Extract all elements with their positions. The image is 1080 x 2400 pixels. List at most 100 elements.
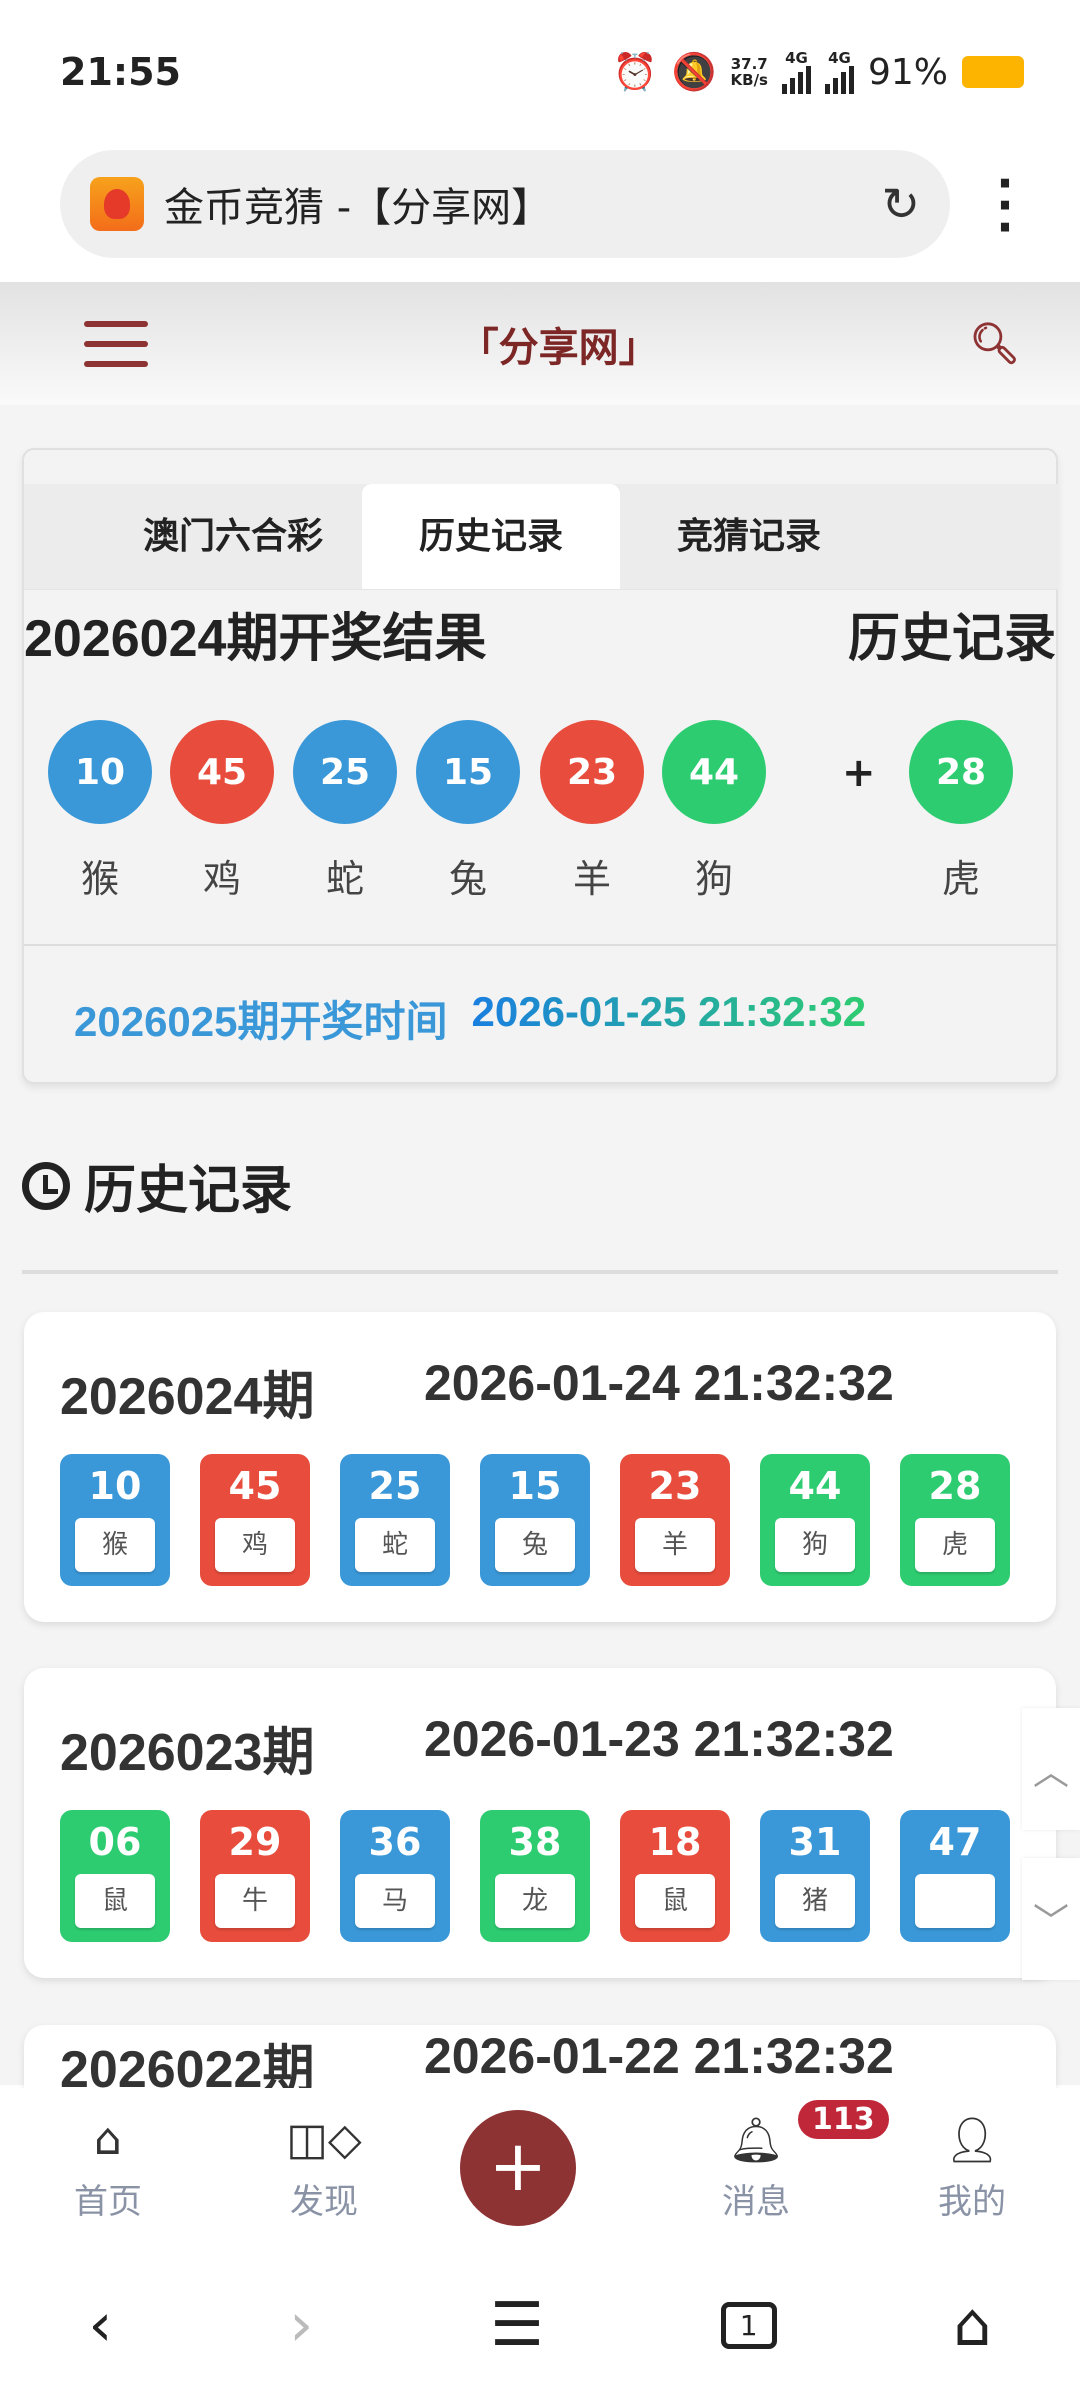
zodiac-label: 狗 [694,857,733,901]
plus-icon[interactable]: + [460,2110,576,2226]
more-menu-icon[interactable]: · · · [996,156,1014,254]
tile-zodiac: 兔 [495,1518,575,1572]
number-tile: 18 鼠 [620,1810,730,1942]
menu-icon[interactable] [84,307,148,381]
history-record[interactable]: 2026023期 2026-01-23 21:32:32 06 鼠 29 牛 36 马 38 龙… [24,1668,1056,1978]
menu-icon[interactable]: ☰ [490,2290,544,2360]
tile-zodiac: 鸡 [215,1518,295,1572]
battery-icon [962,56,1024,88]
zodiac-label: 羊 [572,857,611,901]
zodiac-label: 兔 [448,857,487,901]
number-tile: 38 龙 [480,1810,590,1942]
back-icon[interactable]: ‹ [88,2290,113,2360]
record-period: 2026023期 [60,1724,315,1782]
reload-icon[interactable]: ↻ [881,177,920,231]
tile-zodiac: 猪 [775,1874,855,1928]
tab-bar: 澳门六合彩 历史记录 竞猜记录 [24,484,1058,590]
nav-add[interactable]: + [460,2110,620,2226]
nav-messages[interactable]: 🔔︎ 消息 [676,2114,836,2223]
address-bar[interactable]: 金币竞猜 -【分享网】 ↻ [60,150,950,258]
user-icon: 👤︎ [944,2114,1000,2166]
home-icon: ⌂ [94,2113,122,2165]
number-tile: 23 羊 [620,1454,730,1586]
number-tile: 25 蛇 [340,1454,450,1586]
tile-zodiac: 虎 [915,1518,995,1572]
history-heading: 历史记录 [22,1148,292,1223]
tile-number: 15 [508,1464,562,1508]
tile-number: 25 [368,1464,422,1508]
record-period: 2026022期 [60,2041,315,2088]
tile-number: 23 [648,1464,702,1508]
tab-history[interactable]: 历史记录 [362,484,620,589]
lottery-ball: 10 [48,720,152,824]
number-tile: 10 猴 [60,1454,170,1586]
divider [24,944,1058,946]
number-tile: 28 虎 [900,1454,1010,1586]
chevron-up-icon: ︿ [1032,1752,1069,1793]
tile-number: 45 [228,1464,282,1508]
tab-guess-records[interactable]: 竞猜记录 [676,516,821,557]
bottom-nav: ⌂ 首页 ◫◇ 发现 + 🔔︎ 消息 👤︎ 我的 [0,2088,1080,2248]
signal-1-icon: 4G [781,50,811,94]
tile-zodiac: 鼠 [635,1874,715,1928]
divider [22,1270,1058,1274]
record-period: 2026024期 [60,1368,315,1426]
lottery-ball: 15 [416,720,520,824]
tile-zodiac: 牛 [215,1874,295,1928]
zodiac-label: 虎 [941,857,980,901]
number-tile: 31 猪 [760,1810,870,1942]
clock: 21:55 [60,50,181,94]
scroll-down-button[interactable]: ﹀ [1022,1858,1080,1980]
nav-home[interactable]: ⌂ 首页 [28,2114,188,2223]
number-tile: 44 狗 [760,1454,870,1586]
site-header: 「分享网」 🔍︎ [0,282,1080,405]
net-speed: 37.7 KB/s [730,55,768,89]
record-date: 2026-01-24 21:32:32 [424,1355,894,1411]
chevron-down-icon: ﹀ [1032,1902,1069,1943]
tile-zodiac: 鼠 [75,1874,155,1928]
tabs-icon[interactable]: 1 [720,2301,777,2349]
browser-nav: ‹ › ☰ 1 ⌂ [0,2250,1080,2400]
tile-number: 47 [928,1820,982,1864]
home-icon[interactable]: ⌂ [953,2290,992,2360]
history-icon [22,1161,70,1210]
lottery-ball: 28 [909,720,1013,824]
latest-draw-card: 澳门六合彩 历史记录 竞猜记录 2026024期开奖结果 历史记录 10 猴 45 鸡… [22,448,1058,1084]
number-tile: 36 马 [340,1810,450,1942]
tile-zodiac: 马 [355,1874,435,1928]
number-tile: 29 牛 [200,1810,310,1942]
history-record[interactable]: 2026022期 2026-01-22 21:32:32 [24,2025,1056,2088]
tile-zodiac: 猴 [75,1518,155,1572]
tile-number: 28 [928,1464,982,1508]
scroll-up-button[interactable]: ︿ [1022,1708,1080,1830]
tile-number: 44 [788,1464,842,1508]
record-date: 2026-01-22 21:32:32 [424,2028,894,2084]
tile-number: 36 [368,1820,422,1864]
nav-discover[interactable]: ◫◇ 发现 [244,2114,404,2223]
site-title: 「分享网」 [458,324,659,371]
mute-icon: 🔕 [671,52,717,93]
message-badge: 113 [798,2100,889,2139]
tile-zodiac [915,1874,995,1928]
history-record[interactable]: 2026024期 2026-01-24 21:32:32 10 猴 45 鸡 25 蛇 15 兔… [24,1312,1056,1622]
lottery-ball: 23 [540,720,644,824]
record-date: 2026-01-23 21:32:32 [424,1711,894,1767]
number-tile: 45 鸡 [200,1454,310,1586]
plus-sign: + [842,750,876,796]
number-tile: 15 兔 [480,1454,590,1586]
forward-icon[interactable]: › [289,2290,314,2360]
next-draw-date: 2026-01-25 21:32:32 [472,988,867,1049]
tile-number: 18 [648,1820,702,1864]
discover-icon: ◫◇ [286,2113,362,2165]
lottery-ball: 45 [170,720,274,824]
history-link[interactable]: 历史记录 [847,609,1056,669]
search-icon[interactable]: 🔍︎ [969,321,1020,367]
status-bar: 21:55 ⏰ 🔕 37.7 KB/s 4G 4G 91% [0,0,1080,140]
nav-profile[interactable]: 👤︎ 我的 [892,2114,1052,2223]
draw-title: 2026024期开奖结果 [24,610,487,668]
page-title: 金币竞猜 -【分享网】 [164,185,552,231]
tile-number: 29 [228,1820,282,1864]
signal-2-icon: 4G [824,50,854,94]
zodiac-label: 蛇 [325,857,364,901]
tab-macau-lottery[interactable]: 澳门六合彩 [142,516,323,557]
